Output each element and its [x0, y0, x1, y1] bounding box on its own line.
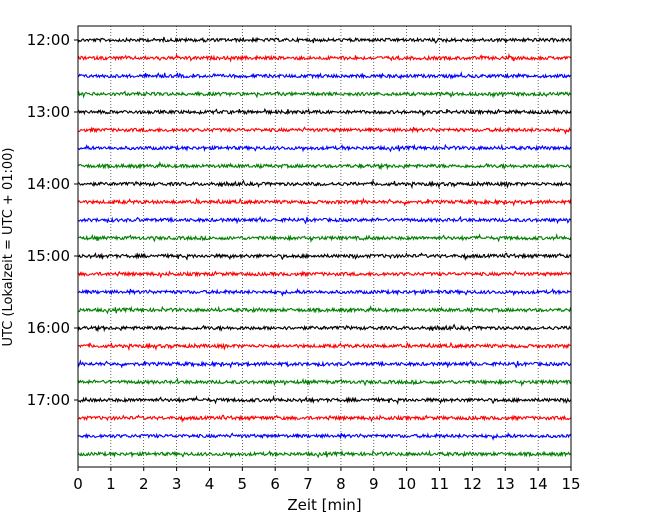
x-tick-label: 14 — [529, 475, 548, 493]
trace-17:15 — [77, 414, 572, 424]
x-tick-label: 4 — [205, 475, 215, 493]
trace-14:30 — [77, 215, 572, 225]
y-tick-label: 14:00 — [27, 175, 70, 193]
trace-17:00 — [77, 394, 572, 405]
trace-13:45 — [77, 161, 572, 171]
y-tick-label: 15:00 — [27, 247, 70, 265]
trace-16:30 — [77, 359, 572, 369]
x-tick-label: 2 — [139, 475, 149, 493]
y-tick-label: 13:00 — [27, 103, 70, 121]
trace-12:00 — [77, 36, 572, 45]
traces — [77, 36, 572, 459]
plot-frame — [77, 25, 572, 468]
grid-lines — [110, 26, 539, 467]
x-tick-label: 3 — [172, 475, 182, 493]
trace-16:00 — [77, 323, 572, 333]
trace-12:15 — [77, 52, 572, 63]
x-tick-label: 8 — [336, 475, 346, 493]
trace-16:45 — [77, 377, 572, 388]
x-tick-label: 5 — [238, 475, 248, 493]
x-tick-label: 9 — [369, 475, 379, 493]
x-tick-label: 7 — [303, 475, 313, 493]
trace-13:15 — [77, 126, 572, 135]
trace-14:15 — [77, 197, 572, 207]
x-axis: 0 1 2 3 4 5 6 7 8 9 10 11 12 13 14 15 — [73, 467, 581, 493]
trace-17:45 — [77, 449, 572, 459]
trace-15:00 — [77, 252, 572, 262]
trace-15:45 — [77, 305, 572, 315]
trace-12:45 — [77, 90, 572, 99]
trace-14:00 — [78, 178, 572, 190]
x-tick-label: 0 — [73, 475, 83, 493]
y-tick-label: 17:00 — [27, 391, 70, 409]
y-tick-label: 12:00 — [27, 31, 70, 49]
x-tick-label: 13 — [496, 475, 515, 493]
y-axis-label: UTC (Lokalzeit = UTC + 01:00) — [1, 148, 16, 347]
trace-15:15 — [77, 270, 572, 279]
trace-17:30 — [77, 431, 572, 441]
trace-14:45 — [77, 232, 572, 244]
x-tick-label: 6 — [270, 475, 280, 493]
x-axis-label: Zeit [min] — [287, 496, 361, 514]
x-tick-label: 11 — [430, 475, 449, 493]
y-tick-label: 16:00 — [27, 319, 70, 337]
trace-13:00 — [77, 107, 572, 118]
y-axis: 12:00 13:00 14:00 15:00 16:00 17:00 — [27, 31, 78, 409]
x-tick-label: 10 — [397, 475, 416, 493]
x-tick-label: 15 — [561, 475, 580, 493]
trace-12:30 — [77, 71, 572, 81]
x-tick-label: 1 — [106, 475, 116, 493]
trace-16:15 — [77, 341, 572, 352]
x-tick-label: 12 — [463, 475, 482, 493]
trace-13:30 — [77, 143, 572, 153]
trace-15:30 — [77, 287, 572, 297]
